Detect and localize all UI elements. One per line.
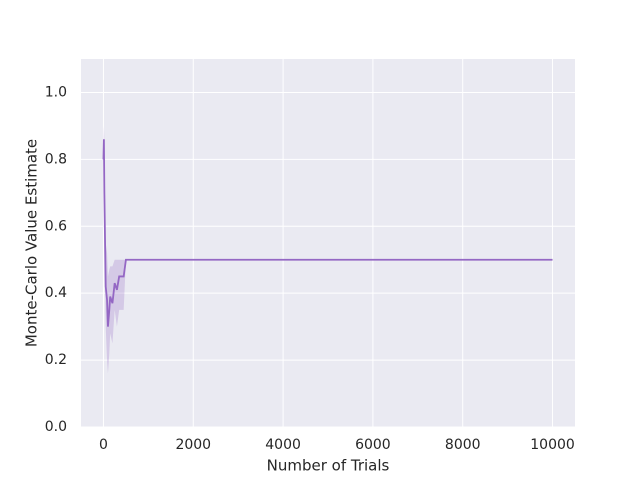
x-tick-label: 0	[99, 437, 108, 453]
y-tick-label: 0.0	[45, 419, 67, 435]
line	[102, 139, 553, 327]
x-tick-label: 10000	[530, 437, 575, 453]
y-tick-label: 1.0	[45, 84, 67, 100]
x-tick-label: 2000	[175, 437, 211, 453]
y-axis-label: Monte-Carlo Value Estimate	[23, 139, 41, 347]
x-tick-label: 8000	[445, 437, 481, 453]
y-tick-label: 0.2	[45, 352, 67, 368]
x-tick-label: 6000	[355, 437, 391, 453]
y-tick-label: 0.8	[45, 151, 67, 167]
x-tick-label: 4000	[265, 437, 301, 453]
y-tick-label: 0.6	[45, 218, 67, 234]
x-axis-label: Number of Trials	[267, 457, 390, 475]
plot-background	[81, 59, 575, 427]
y-tick-label: 0.4	[45, 285, 67, 301]
